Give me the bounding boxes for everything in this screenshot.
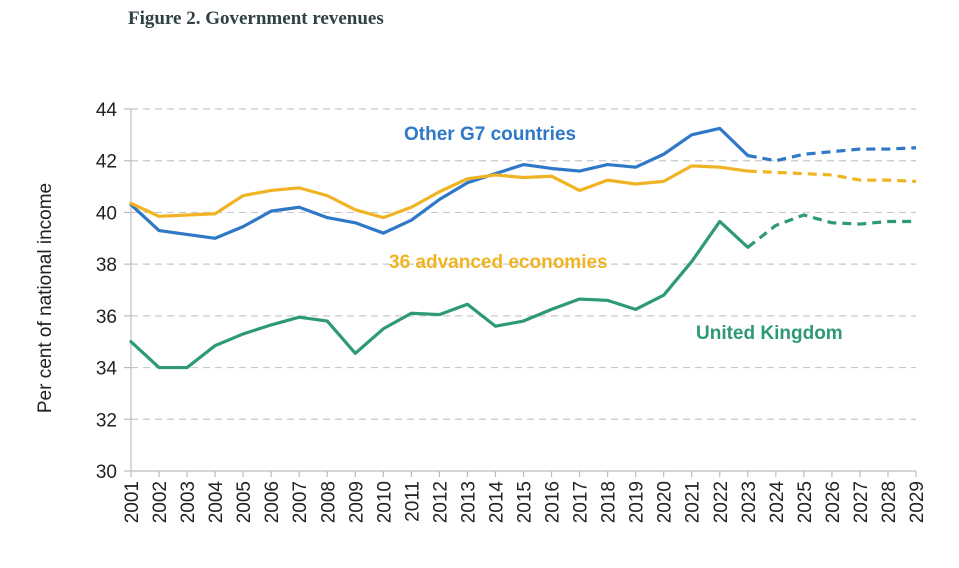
- x-tick-label: 2018: [599, 481, 620, 523]
- series-line-other-g7-countries: [129, 126, 750, 240]
- x-tick-label: 2007: [290, 481, 311, 523]
- x-tick-label: 2025: [795, 481, 816, 523]
- series-forecast-other-g7-countries: [747, 146, 917, 163]
- series-line-36-advanced-economies: [129, 164, 750, 220]
- series-label-uk: United Kingdom: [696, 323, 843, 344]
- x-tick-label: 2004: [206, 481, 227, 524]
- x-tick-label: 2012: [430, 481, 451, 523]
- x-tick-label: 2023: [739, 481, 760, 523]
- y-tick-labels: 30 32 34 36 38 40 42 44: [96, 100, 118, 483]
- y-tick-label: 34: [96, 359, 118, 380]
- y-tick-label: 44: [96, 100, 118, 121]
- x-tick-label: 2001: [122, 481, 143, 523]
- x-tick-label: 2011: [402, 481, 423, 522]
- y-tick-label: 36: [96, 307, 117, 328]
- series-label-other-g7: Other G7 countries: [404, 124, 576, 145]
- x-tick-label: 2028: [879, 481, 900, 523]
- x-tick-label: 2003: [178, 481, 199, 523]
- x-tick-label: 2017: [571, 481, 592, 523]
- series-label-36-advanced: 36 advanced economies: [389, 252, 608, 273]
- series-line-united-kingdom: [129, 219, 750, 370]
- x-tick-label: 2005: [234, 481, 255, 523]
- series-forecast-united-kingdom: [746, 213, 916, 249]
- x-tick-label: 2027: [851, 481, 872, 523]
- gridlines: [124, 108, 916, 472]
- y-tick-label: 38: [96, 255, 117, 276]
- x-tick-label: 2015: [515, 481, 536, 523]
- x-tick-label: 2019: [627, 481, 648, 523]
- x-tick-label: 2029: [907, 481, 928, 523]
- x-tick-label: 2016: [543, 481, 564, 523]
- x-tick-label: 2013: [458, 481, 479, 523]
- x-tick-label: 2006: [262, 481, 283, 523]
- y-axis-title: Per cent of national income: [35, 183, 56, 413]
- series-lines: [129, 126, 917, 370]
- x-tick-label: 2020: [655, 481, 676, 523]
- y-tick-label: 32: [96, 410, 117, 431]
- y-tick-label: 40: [96, 203, 117, 224]
- x-tick-label: 2014: [486, 481, 507, 524]
- x-tick-label: 2022: [711, 481, 732, 523]
- x-tick-label: 2026: [823, 481, 844, 523]
- y-tick-label: 30: [96, 462, 117, 483]
- figure-title: Figure 2. Government revenues: [128, 8, 384, 29]
- x-tick-label: 2010: [374, 481, 395, 523]
- series-forecast-36-advanced-economies: [747, 169, 917, 183]
- x-tick-labels: 2001 2002 2003 2004 2005 2006 2007 2008 2009 2010…: [122, 471, 928, 523]
- x-tick-label: 2008: [318, 481, 339, 523]
- x-tick-label: 2002: [150, 481, 171, 523]
- x-tick-label: 2024: [767, 481, 788, 524]
- x-tick-label: 2021: [683, 481, 704, 523]
- y-tick-label: 42: [96, 152, 117, 173]
- x-tick-label: 2009: [346, 481, 367, 523]
